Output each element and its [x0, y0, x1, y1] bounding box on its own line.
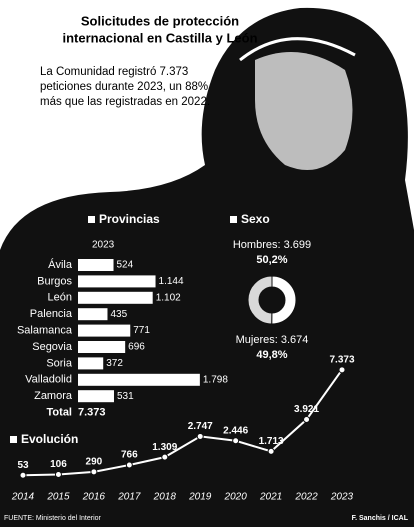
value-label: 531: [117, 391, 134, 402]
legend-square: [10, 436, 17, 443]
chart-title: Sexo: [241, 212, 270, 226]
slice-label: Mujeres: 3.674: [236, 334, 309, 346]
face: [255, 52, 353, 170]
category-label: Segovia: [32, 341, 73, 353]
x-tick-label: 2020: [224, 492, 248, 503]
category-label: Burgos: [37, 275, 72, 287]
total-label: Total: [47, 407, 72, 419]
value-label: 696: [128, 342, 145, 353]
title: Solicitudes de protección: [81, 13, 239, 28]
slice-label: Hombres: 3.699: [233, 239, 311, 251]
bar: [78, 390, 114, 403]
bar: [78, 373, 200, 386]
point: [303, 416, 311, 424]
footer: [0, 509, 414, 527]
legend-square: [230, 216, 237, 223]
value-label: 53: [17, 460, 29, 471]
x-tick-label: 2023: [330, 492, 354, 503]
x-tick-label: 2022: [294, 492, 318, 503]
subtitle: más que las registradas en 2022.: [40, 96, 210, 108]
category-label: Zamora: [34, 390, 73, 402]
point: [267, 447, 275, 455]
value-label: 1.309: [152, 442, 177, 453]
hood-edge: [239, 37, 356, 62]
category-label: Palencia: [30, 308, 73, 320]
value-label: 3.921: [294, 404, 319, 415]
line: [22, 369, 343, 477]
value-label: 1.798: [203, 374, 228, 385]
bar: [78, 324, 131, 337]
value-label: 290: [86, 456, 103, 467]
subtitle: La Comunidad registró 7.373: [40, 66, 188, 78]
bar: [78, 291, 153, 304]
x-tick-label: 2015: [46, 492, 70, 503]
bar: [78, 275, 156, 288]
value-label: 766: [121, 450, 138, 461]
donut-slice: [271, 275, 297, 325]
donut-slice: [247, 275, 273, 325]
value-label: 106: [50, 459, 67, 470]
point: [54, 470, 62, 478]
x-tick-label: 2019: [188, 492, 212, 503]
source: FUENTE: Ministerio del Interior: [4, 515, 102, 522]
value-label: 372: [106, 358, 123, 369]
legend-square: [88, 216, 95, 223]
value-label: 524: [117, 260, 134, 271]
chart-title: Evolución: [21, 432, 78, 446]
point: [90, 468, 98, 476]
category-label: Salamanca: [17, 325, 73, 337]
category-label: Ávila: [48, 258, 73, 271]
value-label: 1.713: [259, 436, 284, 447]
bar: [78, 341, 126, 353]
category-label: León: [48, 292, 72, 304]
x-tick-label: 2021: [259, 492, 282, 503]
bar: [78, 357, 104, 370]
slice-value: 50,2%: [256, 254, 287, 266]
point: [19, 471, 27, 479]
value-label: 1.144: [159, 276, 184, 287]
value-label: 1.102: [156, 292, 181, 303]
value-label: 7.373: [329, 354, 354, 365]
category-label: Soria: [46, 357, 73, 369]
value-label: 2.747: [188, 421, 213, 432]
point: [232, 437, 240, 445]
chart-title: Provincias: [99, 212, 160, 226]
credit: F. Sanchis / ICAL: [352, 515, 409, 522]
bar: [78, 308, 108, 321]
chart-subtitle: 2023: [92, 240, 115, 251]
point: [161, 453, 169, 461]
slice-value: 49,8%: [256, 349, 287, 361]
total-value: 7.373: [78, 407, 106, 419]
value-label: 2.446: [223, 425, 248, 436]
subtitle: peticiones durante 2023, un 88%: [40, 81, 208, 93]
x-tick-label: 2016: [82, 492, 106, 503]
title: internacional en Castilla y León: [62, 30, 257, 45]
x-tick-label: 2018: [153, 492, 177, 503]
point: [125, 461, 133, 469]
x-tick-label: 2017: [117, 492, 141, 503]
value-label: 435: [110, 309, 127, 320]
value-label: 771: [133, 325, 150, 336]
point: [196, 432, 204, 440]
bar: [78, 259, 114, 271]
x-tick-label: 2014: [11, 492, 35, 503]
category-label: Valladolid: [25, 374, 72, 386]
point: [338, 366, 346, 374]
